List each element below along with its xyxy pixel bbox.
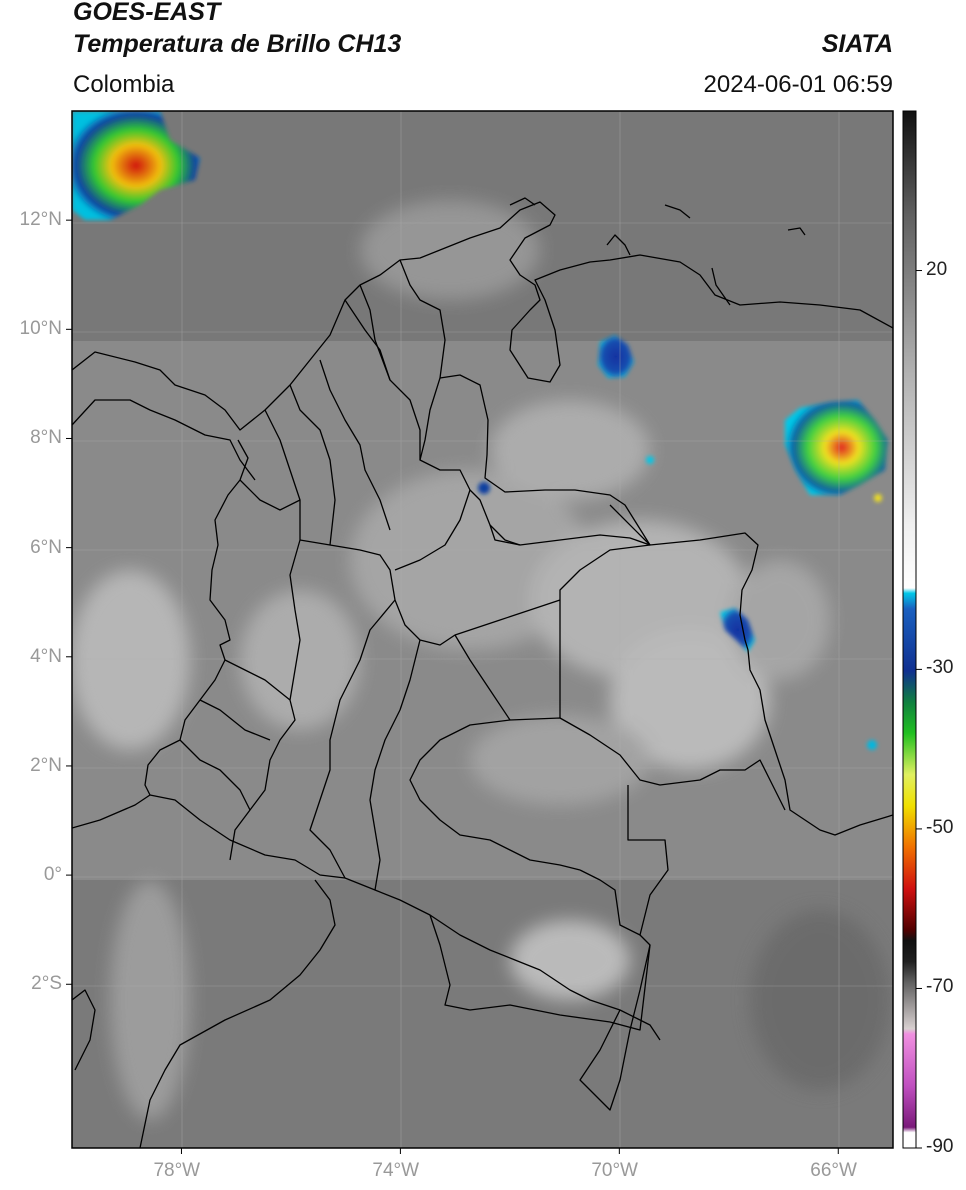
product-title: Temperatura de Brillo CH13 [73, 30, 402, 58]
lon-tick-label: 78°W [153, 1160, 201, 1181]
timestamp-label: 2024-06-01 06:59 [703, 71, 894, 98]
lat-tick-label: 8°N [30, 427, 62, 449]
lat-tick-label: 12°N [19, 209, 62, 231]
brand-label: SIATA [821, 30, 893, 58]
lat-tick-label: 2°S [31, 973, 62, 995]
lat-tick-label: 10°N [19, 318, 62, 340]
satellite-title: GOES-EAST [73, 0, 221, 26]
lon-tick-label: 74°W [372, 1160, 420, 1181]
lon-tick-label: 66°W [810, 1160, 857, 1181]
lat-tick-label: 4°N [30, 645, 62, 667]
region-label: Colombia [73, 71, 175, 98]
lat-tick-label: 0° [43, 864, 62, 886]
colorbar-tick-label: -30 [926, 657, 954, 679]
colorbar-tick-label: -90 [926, 1136, 954, 1157]
lat-tick-label: 6°N [30, 536, 62, 558]
lon-tick-label: 70°W [591, 1160, 638, 1181]
colorbar-tick-label: 20 [926, 258, 948, 280]
colorbar-tick-label: -50 [926, 816, 954, 838]
lat-tick-label: 2°N [30, 754, 62, 776]
colorbar-tick-label: -70 [926, 976, 954, 998]
colorbar [902, 110, 917, 1149]
